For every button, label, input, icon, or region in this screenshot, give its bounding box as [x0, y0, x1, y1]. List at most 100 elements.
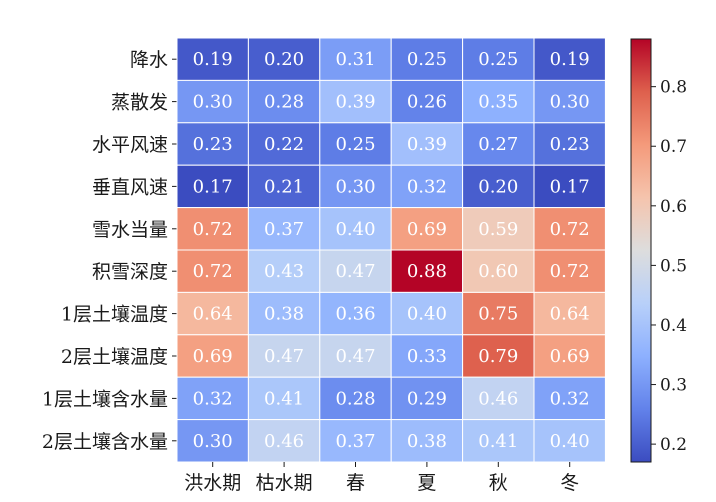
heatmap-cell: [319, 207, 392, 251]
cell-value-label: 0.21: [264, 176, 304, 197]
column-label: 枯水期: [256, 472, 313, 494]
heatmap-cell: [176, 291, 249, 336]
cell-value-label: 0.37: [335, 431, 375, 452]
column-label: 秋: [489, 472, 508, 494]
heatmap-cell: [176, 79, 249, 124]
cell-value-label: 0.72: [550, 219, 590, 240]
heatmap-cell: [533, 334, 606, 378]
cell-value-label: 0.35: [478, 92, 518, 113]
cell-value-label: 0.40: [407, 304, 447, 325]
cell-value-label: 0.25: [335, 134, 375, 155]
cell-value-label: 0.47: [264, 346, 304, 367]
heatmap-cell: [533, 164, 606, 209]
cell-value-label: 0.38: [407, 431, 447, 452]
colorbar-tick-label: 0.5: [660, 256, 687, 276]
cell-value-label: 0.39: [407, 134, 447, 155]
cell-value-label: 0.25: [478, 49, 518, 70]
heatmap-cell: [319, 122, 392, 166]
heatmap-cell: [390, 37, 464, 81]
column-label: 春: [346, 472, 365, 494]
cell-value-label: 0.47: [335, 261, 375, 282]
cell-value-label: 0.69: [193, 346, 233, 367]
heatmap-cell: [247, 122, 321, 166]
heatmap-cell: [390, 207, 464, 251]
cell-value-label: 0.64: [193, 304, 233, 325]
heatmap-cell: [319, 164, 392, 209]
cell-value-label: 0.32: [407, 176, 447, 197]
cell-value-label: 0.46: [264, 431, 304, 452]
cell-value-label: 0.31: [335, 49, 375, 70]
cell-value-label: 0.41: [478, 431, 518, 452]
heatmap-cell: [176, 376, 249, 421]
row-label: 降水: [130, 49, 168, 71]
cell-value-label: 0.72: [193, 261, 233, 282]
cell-value-label: 0.36: [335, 304, 375, 325]
cell-value-label: 0.30: [335, 176, 375, 197]
heatmap-cell: [319, 376, 392, 421]
colorbar-tick-label: 0.3: [660, 376, 687, 396]
heatmap-cell: [462, 419, 535, 463]
colorbar-tick-label: 0.7: [660, 137, 687, 157]
cell-value-label: 0.79: [478, 346, 518, 367]
cell-value-label: 0.75: [478, 304, 518, 325]
cell-value-label: 0.28: [335, 388, 375, 409]
cell-value-label: 0.64: [550, 304, 590, 325]
cell-value-label: 0.27: [478, 134, 518, 155]
cell-value-label: 0.69: [550, 346, 590, 367]
column-label: 洪水期: [184, 472, 241, 494]
cell-value-label: 0.60: [478, 261, 518, 282]
cell-value-label: 0.25: [407, 49, 447, 70]
heatmap-cell: [390, 419, 464, 463]
heatmap-cell: [462, 376, 535, 421]
heatmap-cell: [462, 37, 535, 81]
heatmap-cell: [533, 207, 606, 251]
cell-value-label: 0.38: [264, 304, 304, 325]
column-labels: 洪水期 枯水期 春 夏 秋 冬: [184, 462, 579, 494]
heatmap-cell: [247, 291, 321, 336]
heatmap-cell: [176, 419, 249, 463]
cell-value-label: 0.72: [193, 219, 233, 240]
cell-value-label: 0.32: [193, 388, 233, 409]
heatmap-cell: [390, 376, 464, 421]
row-label: 水平风速: [92, 134, 168, 156]
cell-value-label: 0.30: [550, 92, 590, 113]
heatmap-cell: [390, 291, 464, 336]
heatmap-cell: [533, 291, 606, 336]
heatmap-cell: [247, 334, 321, 378]
cell-value-label: 0.30: [193, 92, 233, 113]
heatmap-cell: [533, 376, 606, 421]
cell-value-label: 0.19: [193, 49, 233, 70]
heatmap-cell: [247, 419, 321, 463]
row-label: 垂直风速: [92, 176, 168, 198]
row-label: 蒸散发: [111, 92, 168, 114]
cell-value-label: 0.20: [264, 49, 304, 70]
heatmap-cell: [390, 79, 464, 124]
cell-value-label: 0.43: [264, 261, 304, 282]
heatmap-cell: [533, 37, 606, 81]
colorbar-tick-label: 0.4: [660, 316, 687, 336]
cell-value-label: 0.40: [550, 431, 590, 452]
row-label: 积雪深度: [92, 261, 168, 283]
row-label: 1层土壤温度: [61, 304, 168, 326]
cell-value-label: 0.26: [407, 92, 447, 113]
cell-value-label: 0.29: [407, 388, 447, 409]
cell-value-label: 0.37: [264, 219, 304, 240]
colorbar: 0.2 0.3 0.4 0.5 0.6 0.7 0.8: [630, 38, 687, 463]
column-label: 夏: [417, 472, 436, 494]
cell-value-label: 0.17: [550, 176, 590, 197]
heatmap-cell: [176, 122, 249, 166]
cell-value-label: 0.33: [407, 346, 447, 367]
cell-value-label: 0.23: [550, 134, 590, 155]
cell-value-label: 0.59: [478, 219, 518, 240]
cell-value-label: 0.19: [550, 49, 590, 70]
row-label: 1层土壤含水量: [42, 388, 168, 410]
colorbar-tick-label: 0.6: [660, 197, 687, 217]
heatmap-cell: [176, 164, 249, 209]
cell-value-label: 0.40: [335, 219, 375, 240]
cell-value-label: 0.30: [193, 431, 233, 452]
heatmap-cell: [533, 122, 606, 166]
colorbar-tick-label: 0.2: [660, 435, 687, 455]
heatmap-cell: [247, 164, 321, 209]
heatmap-cell: [319, 79, 392, 124]
